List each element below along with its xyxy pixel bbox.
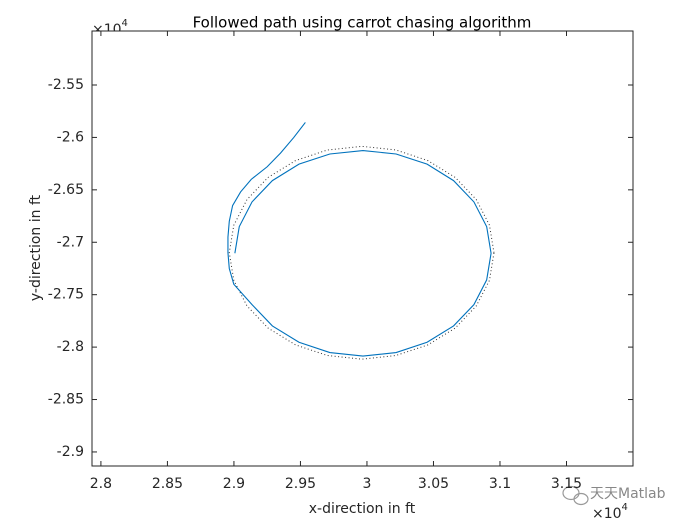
x-axis-label: x-direction in ft (309, 501, 416, 517)
y-multiplier-exponent: 4 (122, 18, 128, 29)
watermark: 天天Matlab (590, 486, 666, 502)
watermark-icon (562, 485, 589, 506)
y-axis-label: y-direction in ft (28, 194, 44, 301)
y-tick-label: -2.9 (57, 444, 84, 460)
y-tick-label: -2.55 (48, 77, 84, 93)
x-tick-label: 2.8 (90, 476, 112, 492)
y-tick-label: -2.75 (48, 287, 84, 303)
plot-area (91, 30, 634, 467)
x-tick-label: 3.15 (551, 476, 582, 492)
x-multiplier-exponent: 4 (622, 502, 628, 513)
y-tick-label: -2.6 (57, 129, 84, 145)
x-multiplier-base: ×10 (592, 506, 622, 522)
x-tick-label: 2.95 (285, 476, 316, 492)
y-tick-label: -2.65 (48, 182, 84, 198)
x-multiplier: ×104 (592, 502, 628, 522)
series-line (228, 145, 495, 360)
x-tick-label: 2.85 (152, 476, 183, 492)
y-tick-label: -2.7 (57, 234, 84, 250)
chart-title: Followed path using carrot chasing algor… (193, 14, 532, 32)
y-tick-label: -2.85 (48, 392, 84, 408)
y-tick-label: -2.8 (57, 339, 84, 355)
x-tick-label: 3.1 (489, 476, 511, 492)
series-line (227, 122, 492, 357)
x-tick-label: 3.05 (418, 476, 449, 492)
x-tick-label: 2.9 (223, 476, 245, 492)
x-tick-label: 3 (362, 476, 371, 492)
